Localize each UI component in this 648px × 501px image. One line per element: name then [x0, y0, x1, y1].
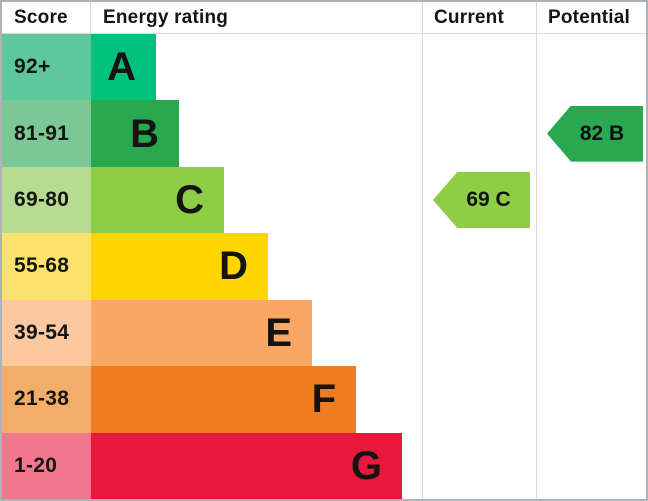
band-row-e: 39-54 E: [2, 299, 646, 367]
score-cell: 69-80: [2, 166, 91, 234]
score-cell: 39-54: [2, 299, 91, 367]
band-row-g: 1-20 G: [2, 432, 646, 499]
band-rows: 92+ A 81-91 B 82 B 69-80 C 69 C 55-68 D …: [2, 34, 646, 499]
score-cell: 55-68: [2, 233, 91, 300]
band-row-f: 21-38 F: [2, 366, 646, 433]
header-row: Score Energy rating Current Potential: [2, 2, 646, 34]
potential-rating-arrow: 82 B: [547, 105, 643, 162]
current-column-divider: [422, 2, 423, 499]
band-row-c: 69-80 C 69 C: [2, 166, 646, 234]
header-current: Current: [434, 6, 505, 28]
band-row-b: 81-91 B 82 B: [2, 100, 646, 167]
header-score: Score: [2, 2, 91, 33]
header-energy-rating: Energy rating: [103, 6, 229, 28]
energy-rating-bar: F: [91, 366, 356, 433]
score-cell: 1-20: [2, 432, 91, 499]
energy-rating-bar: G: [91, 432, 402, 499]
score-cell: 92+: [2, 34, 91, 101]
energy-rating-bar: B: [91, 100, 179, 167]
energy-rating-bar: D: [91, 233, 268, 300]
band-row-a: 92+ A: [2, 34, 646, 101]
energy-rating-bar: A: [91, 34, 156, 101]
header-potential: Potential: [548, 6, 631, 28]
score-cell: 21-38: [2, 366, 91, 433]
band-row-d: 55-68 D: [2, 233, 646, 300]
energy-rating-bar: E: [91, 299, 312, 367]
current-rating-arrow: 69 C: [433, 172, 530, 229]
energy-rating-bar: C: [91, 166, 224, 234]
score-cell: 81-91: [2, 100, 91, 167]
potential-column-divider: [536, 2, 537, 499]
